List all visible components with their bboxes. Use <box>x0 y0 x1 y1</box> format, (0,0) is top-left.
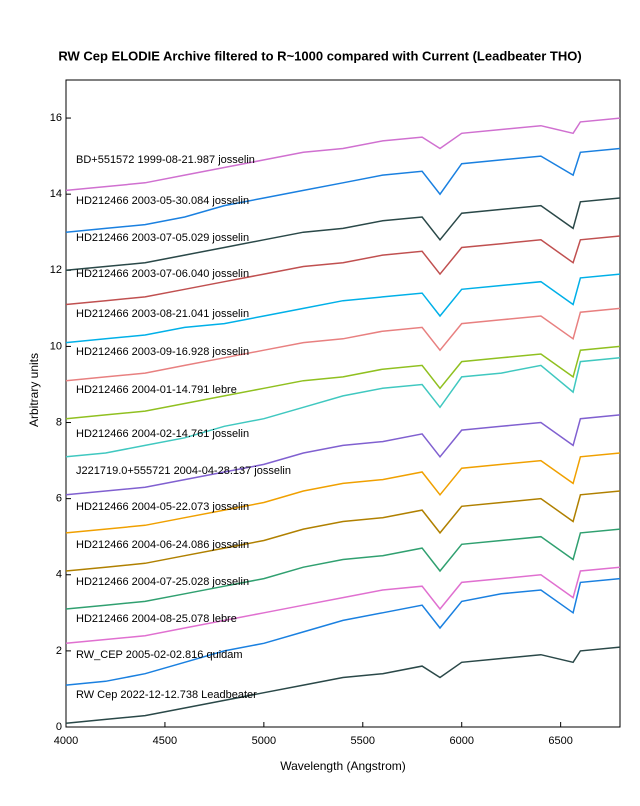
spectrum-line <box>65 117 621 192</box>
spectrum-line <box>65 197 621 272</box>
y-tick-label: 14 <box>50 188 62 200</box>
series-label: BD+551572 1999-08-21.987 josselin <box>76 154 255 166</box>
x-tick-label: 5500 <box>351 735 375 747</box>
spectrum-line <box>65 452 621 534</box>
y-tick-label: 2 <box>56 645 62 657</box>
spectrum-line <box>65 414 621 496</box>
series-label: HD212466 2003-08-21.041 josselin <box>76 308 249 320</box>
spectrum-line <box>65 528 621 610</box>
spectrum-line <box>65 566 621 645</box>
series-label: HD212466 2004-06-24.086 josselin <box>76 539 249 551</box>
series-label: HD212466 2003-05-30.084 josselin <box>76 195 249 207</box>
x-tick-label: 4500 <box>153 735 177 747</box>
series-label: HD212466 2003-09-16.928 josselin <box>76 346 249 358</box>
x-tick-label: 5000 <box>252 735 276 747</box>
series-label: HD212466 2004-07-25.028 josselin <box>76 576 249 588</box>
y-axis-label: Arbitrary units <box>27 353 41 427</box>
series-label: RW_CEP 2005-02-02.816 quidam <box>76 649 243 661</box>
spectrum-line <box>65 307 621 382</box>
spectrum-line <box>65 490 621 572</box>
y-tick-label: 12 <box>50 264 62 276</box>
chart-title: RW Cep ELODIE Archive filtered to R~1000… <box>58 48 581 63</box>
series-label: HD212466 2004-08-25.078 lebre <box>76 613 237 625</box>
spectrum-line <box>65 646 621 724</box>
series-label: HD212466 2004-05-22.073 josselin <box>76 501 249 513</box>
spectrum-line <box>65 147 621 233</box>
x-tick-label: 6000 <box>449 735 473 747</box>
y-tick-label: 6 <box>56 493 62 505</box>
series-label: J221719.0+555721 2004-04-28.137 josselin <box>76 465 291 477</box>
y-tick-label: 10 <box>50 340 62 352</box>
y-tick-label: 8 <box>56 416 62 428</box>
plot-frame <box>65 79 621 728</box>
series-label: HD212466 2003-07-06.040 josselin <box>76 268 249 280</box>
spectrum-line <box>65 345 621 420</box>
series-label: HD212466 2004-02-14.761 josselin <box>76 428 249 440</box>
y-tick-label: 16 <box>50 112 62 124</box>
spectrum-line <box>65 235 621 306</box>
spectrum-line <box>65 357 621 458</box>
y-tick-label: 0 <box>56 721 62 733</box>
x-axis-label: Wavelength (Angstrom) <box>280 759 406 773</box>
x-tick-label: 4000 <box>54 735 78 747</box>
spectrum-line <box>65 273 621 344</box>
y-tick-label: 4 <box>56 569 62 581</box>
series-label: RW Cep 2022-12-12.738 Leadbeater <box>76 689 257 701</box>
spectrum-line <box>65 577 621 686</box>
series-label: HD212466 2003-07-05.029 josselin <box>76 232 249 244</box>
series-label: HD212466 2004-01-14.791 lebre <box>76 384 237 396</box>
x-tick-label: 6500 <box>548 735 572 747</box>
